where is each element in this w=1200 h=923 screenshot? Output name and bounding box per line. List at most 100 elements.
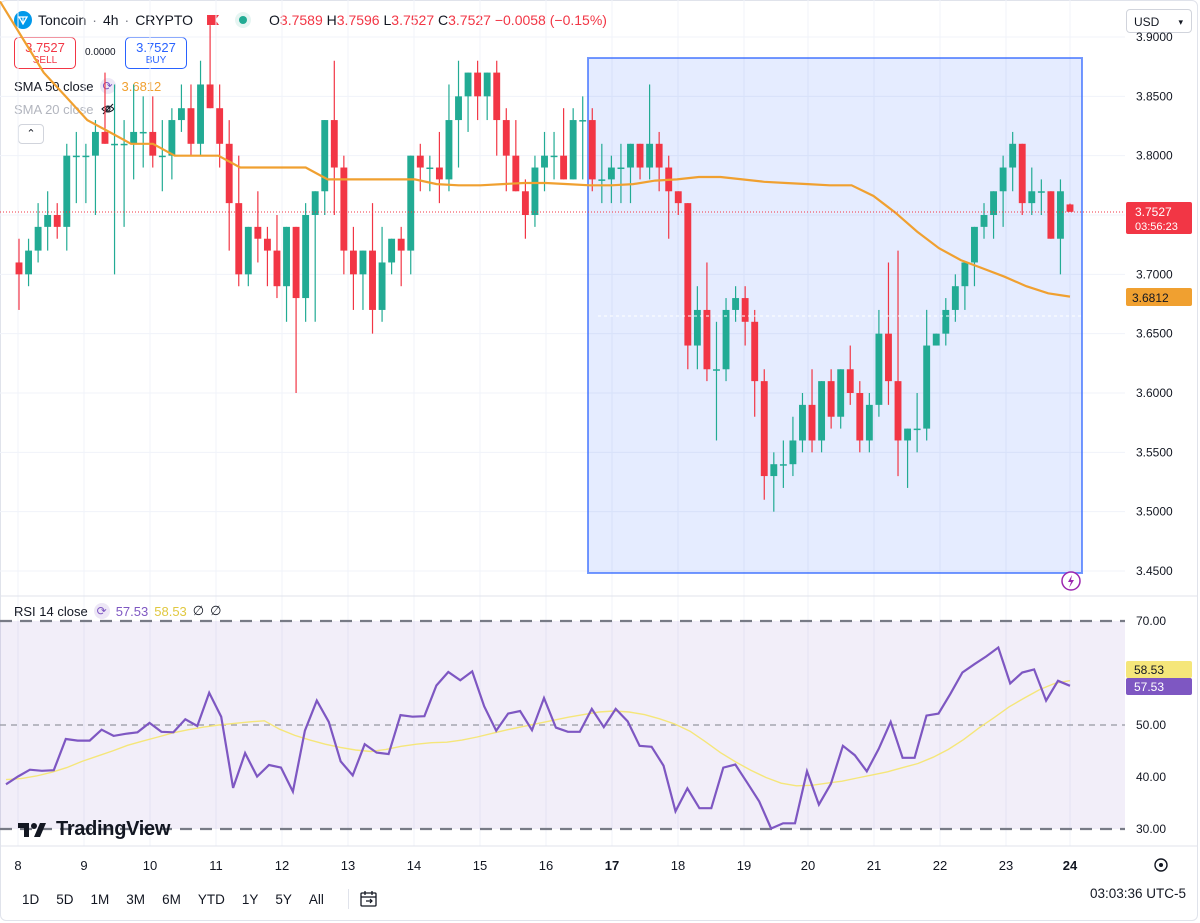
symbol-name[interactable]: Toncoin	[38, 12, 87, 28]
price-tag-current: 3.7527 03:56:23	[1126, 202, 1192, 234]
candle-body	[646, 143, 654, 168]
candle-body	[521, 191, 529, 215]
candle-body	[397, 238, 405, 251]
candle-body	[674, 191, 682, 204]
symbol-interval[interactable]: 4h	[102, 12, 119, 28]
candle-body	[799, 404, 806, 441]
time-axis-label: 12	[275, 858, 289, 873]
candle-body	[531, 167, 539, 215]
candle-body	[120, 143, 128, 146]
go-to-date-calendar-icon[interactable]	[359, 890, 379, 908]
time-axis-label: 14	[407, 858, 421, 873]
candle-body	[340, 167, 348, 251]
candle-body	[111, 143, 118, 146]
rsi-sync-icon[interactable]: ⟳	[93, 603, 110, 619]
time-axis-label: 20	[801, 858, 815, 873]
candle-body	[541, 155, 548, 168]
price-axis-label: 3.6500	[1136, 327, 1173, 341]
candle-body	[216, 108, 224, 144]
time-axis[interactable]: 8 9 10 11 12 13 14 15 16 17 18 19 20 21 22 23 24	[14, 858, 1078, 873]
candle-body	[741, 298, 749, 322]
candle-body	[713, 369, 720, 371]
timeframe-6m[interactable]: 6M	[162, 891, 181, 907]
time-axis-label: 24	[1063, 858, 1078, 873]
candle-body	[187, 108, 195, 144]
candle-body	[91, 131, 99, 156]
brand-name: TradingView	[56, 818, 171, 840]
candle-body	[684, 203, 692, 346]
timeframe-all[interactable]: All	[308, 891, 324, 907]
timeframe-1m[interactable]: 1M	[90, 891, 110, 907]
low-value: 3.7527	[391, 12, 435, 28]
rsi-tag-value: 57.53	[1134, 680, 1164, 694]
candle-body	[569, 120, 577, 180]
timeframe-1y[interactable]: 1Y	[241, 891, 259, 907]
candle-body	[588, 120, 596, 180]
time-axis-label: 16	[539, 858, 553, 873]
sync-icon[interactable]: ⟳	[99, 78, 116, 94]
price-axis-label: 3.5500	[1136, 445, 1173, 459]
candle-body	[53, 215, 61, 227]
candle-body	[130, 131, 138, 144]
candle-body	[464, 72, 472, 97]
price-tag-sma: 3.6812	[1126, 288, 1192, 306]
rsi-ma-tag-value: 58.53	[1134, 663, 1164, 677]
candle-body	[311, 191, 319, 215]
timeframe-ytd[interactable]: YTD	[197, 891, 225, 907]
candle-body	[426, 167, 434, 170]
rsi-ma-value: 58.53	[154, 603, 187, 619]
candle-body	[25, 250, 32, 275]
rsi-na-2: ∅	[210, 603, 222, 618]
price-axis-label: 3.5000	[1136, 505, 1173, 519]
settings-gear-icon[interactable]	[1154, 858, 1168, 872]
ohlc-values: O3.7589 H3.7596 L3.7527 C3.7527 −0.0058 …	[269, 12, 607, 28]
sma50-line	[0, 0, 1071, 298]
time-axis-label: 9	[80, 858, 87, 873]
time-axis-label: 22	[933, 858, 947, 873]
high-value: 3.7596	[336, 12, 380, 28]
sell-label: SELL	[32, 55, 58, 66]
candle-body	[971, 226, 978, 263]
candle-body	[474, 72, 482, 97]
flag-icon[interactable]	[207, 15, 220, 25]
candle-body	[636, 143, 644, 168]
time-axis-label: 8	[14, 858, 21, 873]
candle-body	[1018, 143, 1026, 204]
candle-body	[72, 155, 80, 158]
candle-body	[254, 226, 262, 239]
sma50-label: SMA 50 close	[14, 78, 94, 94]
candle-body	[273, 250, 281, 287]
time-axis-label: 11	[209, 858, 223, 873]
sma50-legend[interactable]: SMA 50 close ⟳ 3.6812	[14, 77, 161, 95]
utc-clock[interactable]: 03:03:36 UTC-5	[1089, 886, 1186, 901]
candle-body	[837, 369, 845, 417]
candle-body	[416, 155, 424, 168]
candle-body	[225, 143, 233, 204]
candle-body	[951, 286, 959, 310]
candle-body	[885, 333, 892, 382]
candle-body	[751, 321, 759, 382]
tradingview-logo[interactable]: TradingView	[18, 818, 170, 841]
candle-body	[655, 143, 663, 168]
timeframe-5d[interactable]: 5D	[56, 891, 74, 907]
candle-body	[990, 191, 998, 215]
timeframe-3m[interactable]: 3M	[126, 891, 146, 907]
candle-body	[244, 226, 252, 275]
buy-label: BUY	[145, 55, 167, 66]
timeframe-1d[interactable]: 1D	[22, 891, 40, 907]
buy-price: 3.7527	[136, 40, 176, 55]
currency-select[interactable]: USD ▾	[1126, 9, 1192, 33]
candle-body	[550, 155, 558, 158]
rsi-legend[interactable]: RSI 14 close ⟳ 57.53 58.53 ∅ ∅	[14, 602, 221, 620]
candle-body	[560, 155, 568, 180]
time-axis-label: 18	[671, 858, 685, 873]
timeframe-5y[interactable]: 5Y	[275, 891, 292, 907]
candle-body	[502, 120, 510, 156]
lightning-icon[interactable]	[1061, 571, 1081, 591]
candle-body	[827, 381, 835, 417]
toolbar-divider	[347, 889, 349, 909]
candle-body	[808, 404, 816, 441]
rsi-level-lines	[0, 619, 1125, 831]
